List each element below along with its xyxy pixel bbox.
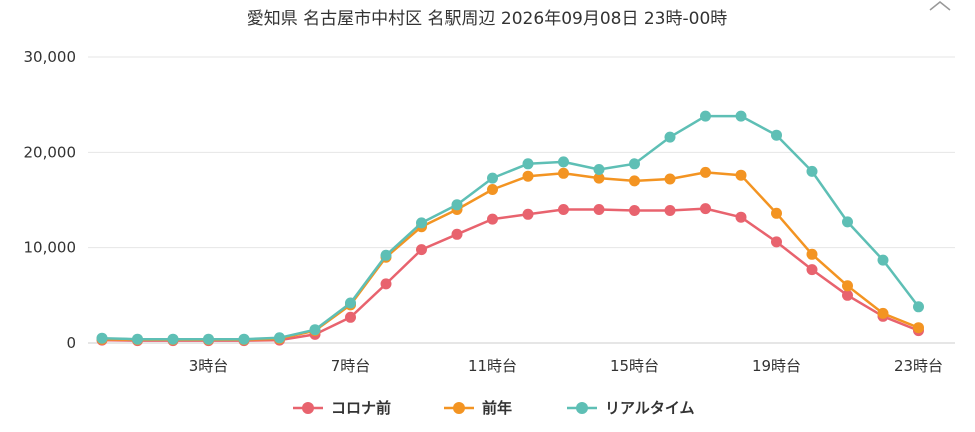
grid (88, 56, 955, 344)
series-group (96, 110, 924, 347)
data-point (487, 184, 498, 195)
data-point (593, 164, 605, 175)
data-point (522, 170, 534, 182)
data-point (735, 169, 747, 181)
data-point (664, 205, 676, 216)
data-point (700, 203, 711, 215)
data-point (309, 324, 321, 336)
data-point (96, 332, 108, 344)
x-tick-label: 23時台 (894, 357, 943, 375)
x-tick-label: 15時台 (610, 357, 659, 375)
data-point (558, 156, 569, 168)
data-point (593, 172, 605, 184)
data-point (451, 199, 463, 211)
data-point (203, 333, 214, 345)
chart-title: 愛知県 名古屋市中村区 名駅周辺 2026年09月08日 23時-00時 (247, 9, 728, 29)
data-point (771, 236, 782, 248)
y-axis: 0 10,000 20,000 30,000 (24, 48, 77, 352)
data-point (806, 165, 818, 177)
data-point (664, 131, 676, 143)
data-point (238, 333, 250, 345)
series-0 (96, 203, 924, 347)
y-tick-label: 10,000 (24, 239, 77, 257)
y-tick-label: 30,000 (24, 48, 77, 66)
data-point (487, 213, 498, 225)
data-point (842, 280, 853, 292)
y-tick-label: 20,000 (24, 143, 77, 161)
data-point (167, 333, 179, 345)
data-point (629, 158, 640, 170)
chevron-up-icon[interactable] (929, 1, 951, 11)
data-point (806, 264, 818, 276)
x-axis: 3時台 7時台 11時台 15時台 19時台 23時台 (189, 357, 943, 375)
data-point (806, 248, 818, 260)
legend-label: コロナ前 (331, 399, 391, 417)
x-tick-label: 3時台 (189, 357, 229, 375)
data-point (629, 175, 640, 187)
data-point (558, 204, 569, 215)
legend-label: リアルタイム (605, 399, 695, 417)
data-point (842, 289, 853, 301)
series-1 (96, 166, 924, 346)
data-point (416, 217, 427, 229)
data-point (380, 249, 392, 261)
data-point (380, 278, 392, 290)
legend-marker (576, 402, 588, 414)
data-point (877, 254, 889, 266)
data-point (913, 301, 924, 313)
data-point (771, 129, 782, 141)
data-point (771, 207, 782, 219)
legend-marker (453, 402, 465, 414)
legend-marker (302, 402, 314, 414)
data-point (416, 244, 427, 256)
series-line (100, 114, 920, 341)
legend-item[interactable]: 前年 (444, 399, 512, 417)
data-point (664, 173, 676, 185)
data-point (132, 333, 143, 345)
y-tick-label: 0 (66, 334, 76, 352)
data-point (735, 211, 747, 223)
data-point (700, 166, 711, 178)
legend-item[interactable]: コロナ前 (293, 399, 391, 417)
data-point (593, 204, 605, 215)
data-point (877, 307, 889, 319)
data-point (345, 311, 356, 323)
series-line (100, 207, 920, 342)
data-point (522, 208, 534, 220)
legend: コロナ前 前年 リアルタイム (293, 399, 695, 417)
data-point (522, 158, 534, 170)
legend-label: 前年 (482, 399, 512, 417)
x-tick-label: 11時台 (468, 357, 517, 375)
legend-item[interactable]: リアルタイム (567, 399, 695, 417)
x-tick-label: 7時台 (331, 357, 371, 375)
data-point (451, 228, 463, 240)
data-point (558, 167, 569, 179)
series-2 (96, 110, 924, 345)
data-point (487, 172, 498, 184)
x-tick-label: 19時台 (752, 357, 801, 375)
data-point (345, 297, 356, 309)
data-point (700, 110, 711, 122)
data-point (913, 322, 924, 334)
data-point (735, 110, 747, 122)
data-point (842, 216, 853, 228)
data-point (274, 332, 285, 344)
data-point (629, 205, 640, 216)
